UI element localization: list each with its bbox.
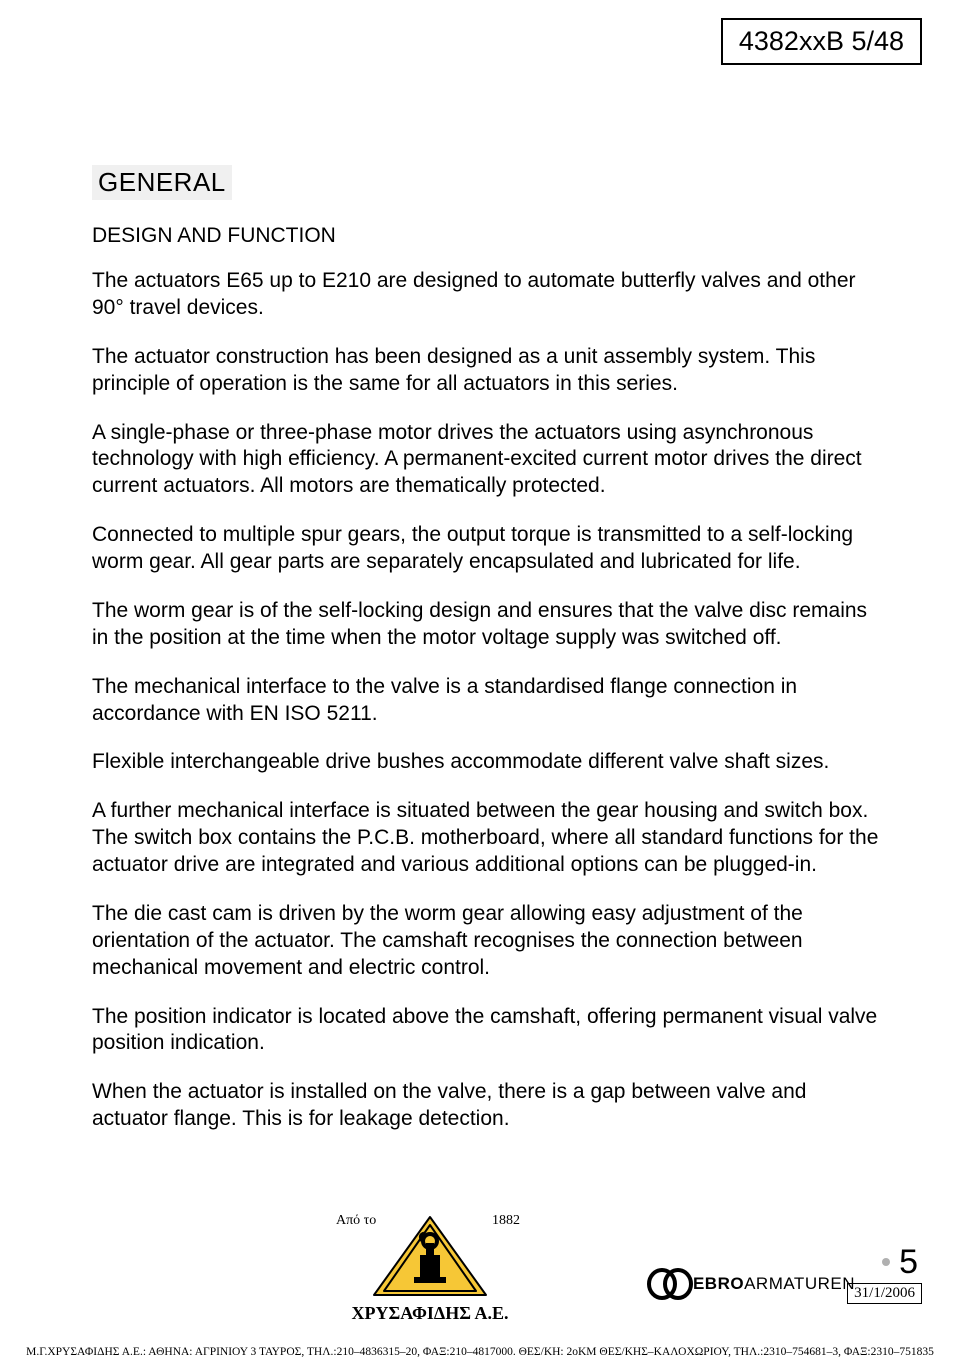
logo-ebro: EBROARMATUREN <box>647 1266 855 1302</box>
ebro-light: ARMATUREN <box>744 1274 855 1293</box>
triangle-logo: Από το 1882 <box>370 1215 490 1299</box>
paragraph: The actuators E65 up to E210 are designe… <box>92 268 882 322</box>
page-number: 5 <box>899 1243 918 1282</box>
paragraph: Connected to multiple spur gears, the ou… <box>92 522 882 576</box>
footer-logos: Από το 1882 ΧΡΥΣΑΦΙΔΗΣ Α.Ε. EBROARMATURE… <box>0 1224 960 1324</box>
paragraph: The worm gear is of the self-locking des… <box>92 598 882 652</box>
paragraph: A single-phase or three-phase motor driv… <box>92 420 882 501</box>
footer-address: Μ.Γ.ΧΡΥΣΑΦΙΔΗΣ Α.Ε.: ΑΘΗΝΑ: ΑΓΡΙΝΙΟΥ 3 Τ… <box>0 1346 960 1358</box>
paragraph: When the actuator is installed on the va… <box>92 1079 882 1133</box>
paragraph: The actuator construction has been desig… <box>92 344 882 398</box>
date-box: 31/1/2006 <box>847 1283 922 1304</box>
section-subtitle: DESIGN AND FUNCTION <box>92 224 882 248</box>
doc-code-box: 4382xxB 5/48 <box>721 18 922 65</box>
paragraph: The mechanical interface to the valve is… <box>92 674 882 728</box>
logo-chrysafidis: Από το 1882 ΧΡΥΣΑΦΙΔΗΣ Α.Ε. <box>330 1215 530 1324</box>
paragraph: The die cast cam is driven by the worm g… <box>92 901 882 982</box>
ebro-brand: EBROARMATUREN <box>693 1274 855 1294</box>
ebro-bold: EBRO <box>693 1274 744 1293</box>
logo-year: 1882 <box>492 1213 520 1229</box>
triangle-icon <box>370 1215 490 1299</box>
company-name: ΧΡΥΣΑΦΙΔΗΣ Α.Ε. <box>330 1303 530 1324</box>
ebro-icon <box>647 1266 693 1302</box>
paragraph: A further mechanical interface is situat… <box>92 798 882 879</box>
doc-code: 4382xxB 5/48 <box>739 26 904 56</box>
paragraph: The position indicator is located above … <box>92 1004 882 1058</box>
paragraph: Flexible interchangeable drive bushes ac… <box>92 749 882 776</box>
logo-apo-to: Από το <box>336 1213 376 1229</box>
content-area: GENERAL DESIGN AND FUNCTION The actuator… <box>92 165 882 1155</box>
bullet-icon <box>882 1258 890 1266</box>
section-title: GENERAL <box>92 165 232 200</box>
